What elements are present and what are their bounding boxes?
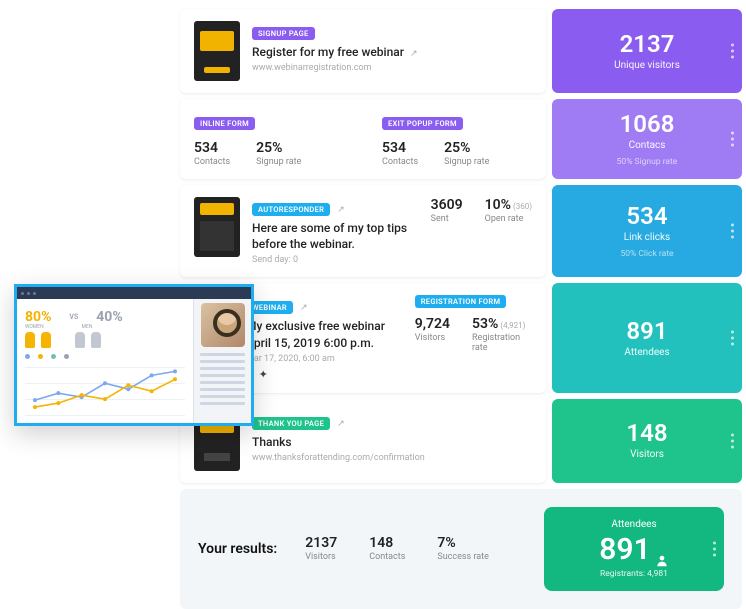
results-row: Your results: 2137Visitors 148Contacts 7… xyxy=(180,489,742,609)
exit-signup-rate: 25%Signup rate xyxy=(444,140,489,167)
signup-title: Register for my free webinar ↗ xyxy=(252,44,532,60)
attendees-value: 891 xyxy=(626,319,667,343)
webinar-title: My exclusive free webinar April 15, 2019… xyxy=(246,318,403,350)
autoresponder-title: Here are some of my top tips before the … xyxy=(252,220,419,252)
line-chart xyxy=(25,367,185,415)
openrate-stat: 10%(360)Open rate xyxy=(485,197,532,224)
external-link-icon[interactable]: ↗ xyxy=(337,419,345,429)
contacts-foot: 50% Signup rate xyxy=(617,157,678,167)
vs-label: VS xyxy=(69,313,78,321)
res-contacts: 148Contacts xyxy=(369,535,405,562)
more-icon[interactable] xyxy=(731,433,734,448)
thankyou-tag: THANK YOU PAGE xyxy=(252,417,330,430)
sent-stat: 3609Sent xyxy=(431,197,463,224)
results-card-top: Attendees xyxy=(611,519,656,530)
forms-card[interactable]: INLINE FORM 534Contacts 25%Signup rate E… xyxy=(180,99,546,179)
exit-popup-tag: EXIT POPUP FORM xyxy=(382,117,463,130)
row-forms: INLINE FORM 534Contacts 25%Signup rate E… xyxy=(180,99,742,179)
autoresponder-metric[interactable]: 534 Link clicks 50% Click rate xyxy=(552,185,742,277)
twitter-icon[interactable]: ✦ xyxy=(259,368,268,381)
row-autoresponder: AUTORESPONDER ↗ Here are some of my top … xyxy=(180,185,742,277)
registration-form-tag: REGISTRATION FORM xyxy=(415,295,507,308)
external-link-icon[interactable]: ↗ xyxy=(410,48,418,60)
visitors-stat: 9,724Visitors xyxy=(415,316,450,343)
row-thankyou: THANK YOU PAGE ↗ Thanks www.thanksforatt… xyxy=(180,399,742,483)
signup-url: www.webinarregistration.com xyxy=(252,63,532,73)
linkclicks-label: Link clicks xyxy=(624,232,670,243)
person-icon xyxy=(655,541,669,557)
autoresponder-card[interactable]: AUTORESPONDER ↗ Here are some of my top … xyxy=(180,185,546,277)
contacts-label: Contacs xyxy=(629,140,666,151)
women-pct: 80% xyxy=(25,309,51,325)
inline-contacts: 534Contacts xyxy=(194,140,230,167)
attendees-label: Attendees xyxy=(624,347,669,358)
webinar-info: WEBINAR ↗ My exclusive free webinar Apri… xyxy=(246,295,403,380)
analytics-preview-window[interactable]: 80% VS 40% WOMEN MEN xyxy=(14,284,254,426)
preview-titlebar xyxy=(17,287,251,299)
external-link-icon[interactable]: ↗ xyxy=(337,205,345,215)
row-webinar: WEBINAR ↗ My exclusive free webinar Apri… xyxy=(180,283,742,392)
linkclicks-value: 534 xyxy=(626,204,667,228)
thankyou-url: www.thanksforattending.com/confirmation xyxy=(252,453,532,463)
men-lbl: MEN xyxy=(82,324,93,330)
signup-tag: SIGNUP PAGE xyxy=(252,27,315,40)
thankyou-title: Thanks xyxy=(252,434,532,450)
res-visitors: 2137Visitors xyxy=(305,535,337,562)
exit-contacts: 534Contacts xyxy=(382,140,418,167)
regrate-stat: 53%(4,921)Registration rate xyxy=(472,316,532,353)
signup-card[interactable]: SIGNUP PAGE Register for my free webinar… xyxy=(180,9,546,93)
unique-visitors-value: 2137 xyxy=(620,32,675,56)
results-card-value: 891 xyxy=(599,532,668,567)
presenter-avatar xyxy=(201,303,245,347)
ty-visitors-value: 148 xyxy=(626,421,667,445)
women-lbl: WOMEN xyxy=(25,324,44,330)
funnel-main: SIGNUP PAGE Register for my free webinar… xyxy=(180,9,742,609)
signup-thumbnail xyxy=(194,21,240,81)
thankyou-info: THANK YOU PAGE ↗ Thanks www.thanksforatt… xyxy=(252,411,532,463)
inline-form-tag: INLINE FORM xyxy=(194,117,255,130)
signup-title-text: Register for my free webinar xyxy=(252,45,404,59)
legend-dots xyxy=(25,354,185,359)
exit-popup-col: EXIT POPUP FORM 534Contacts 25%Signup ra… xyxy=(382,111,532,167)
more-icon[interactable] xyxy=(731,132,734,147)
people-icons xyxy=(25,332,185,348)
preview-chart-panel: 80% VS 40% WOMEN MEN xyxy=(17,299,193,423)
res-success: 7%Success rate xyxy=(437,535,489,562)
linkclicks-foot: 50% Click rate xyxy=(620,249,673,259)
signup-metric[interactable]: 2137 Unique visitors xyxy=(552,9,742,93)
autoresponder-sub: Send day: 0 xyxy=(252,255,419,265)
results-card[interactable]: Attendees 891 Registrants: 4,981 xyxy=(544,507,724,591)
inline-form-col: INLINE FORM 534Contacts 25%Signup rate xyxy=(194,111,344,167)
men-pct: 40% xyxy=(96,309,122,325)
more-icon[interactable] xyxy=(731,224,734,239)
more-icon[interactable] xyxy=(713,541,716,556)
external-link-icon[interactable]: ↗ xyxy=(300,303,308,313)
webinar-metric[interactable]: 891 Attendees xyxy=(552,283,742,392)
inline-signup-rate: 25%Signup rate xyxy=(256,140,301,167)
autoresponder-info: AUTORESPONDER ↗ Here are some of my top … xyxy=(252,197,419,265)
more-icon[interactable] xyxy=(731,44,734,59)
autoresponder-thumbnail xyxy=(194,197,240,257)
results-header: Your results: xyxy=(198,541,277,557)
signup-info: SIGNUP PAGE Register for my free webinar… xyxy=(252,21,532,73)
more-icon[interactable] xyxy=(731,331,734,346)
webinar-sub: Mar 17, 2020, 6:00 am xyxy=(246,354,403,364)
ty-visitors-label: Visitors xyxy=(630,449,664,460)
thankyou-metric[interactable]: 148 Visitors xyxy=(552,399,742,483)
row-signup: SIGNUP PAGE Register for my free webinar… xyxy=(180,9,742,93)
preview-sidebar xyxy=(193,299,251,423)
unique-visitors-label: Unique visitors xyxy=(614,60,680,71)
results-card-bot: Registrants: 4,981 xyxy=(600,569,668,579)
forms-metric[interactable]: 1068 Contacs 50% Signup rate xyxy=(552,99,742,179)
autoresponder-tag: AUTORESPONDER xyxy=(252,203,330,216)
contacts-value: 1068 xyxy=(620,112,675,136)
social-icons: f ✦ xyxy=(246,368,403,381)
